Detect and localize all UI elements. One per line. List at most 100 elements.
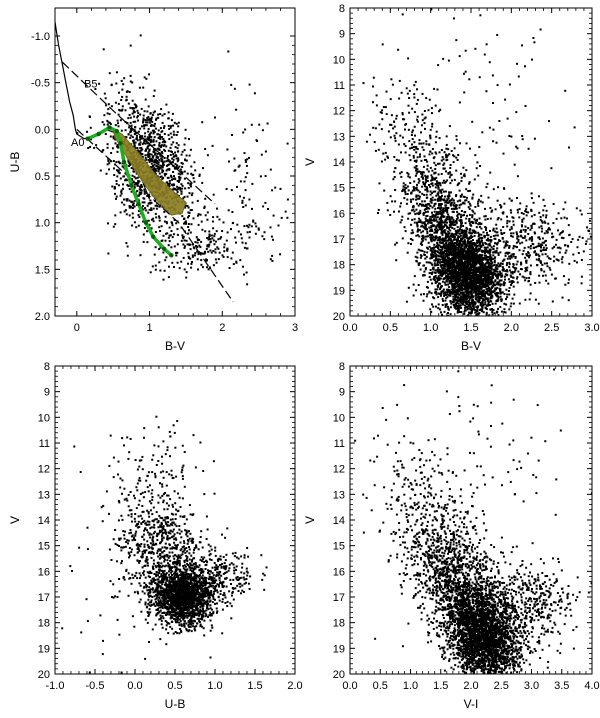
scatter-point [143,135,146,138]
scatter-point [117,102,120,105]
scatter-point [419,153,421,156]
scatter-point [149,125,152,127]
scatter-point [506,293,509,296]
scatter-point [480,268,483,271]
scatter-point [440,206,443,209]
scatter-point [442,209,445,212]
scatter-point [431,211,433,214]
x-tick-label: 2.0 [504,322,519,334]
scatter-point [454,206,457,209]
scatter-point [489,290,491,293]
scatter-point [136,176,139,179]
scatter-point [456,210,459,213]
scatter-point [143,227,146,229]
scatter-point [231,134,233,136]
scatter-point [439,226,442,229]
scatter-point [464,243,467,246]
plot-area [362,8,592,316]
scatter-point [175,142,178,145]
scatter-point [461,252,464,255]
scatter-point [462,268,465,271]
scatter-point [467,190,470,192]
scatter-point [444,265,447,268]
scatter-point [141,143,144,146]
scatter-point [170,230,173,232]
scatter-point [458,304,461,307]
scatter-point [436,231,438,234]
scatter-point [471,260,474,263]
scatter-point [458,219,461,222]
scatter-point [209,241,212,244]
scatter-point [482,311,485,314]
scatter-point [421,192,424,195]
scatter-point [166,232,169,235]
scatter-point [189,183,192,185]
scatter-point [158,205,161,208]
scatter-point [447,239,450,242]
scatter-point [465,266,468,268]
scatter-point [471,209,474,212]
scatter-point [438,218,441,221]
scatter-point [174,146,177,149]
scatter-point [429,166,432,169]
scatter-point [189,248,192,251]
scatter-point [443,295,446,297]
scatter-point [462,242,465,245]
scatter-point [503,282,506,284]
scatter-point [416,170,419,173]
scatter-point [504,311,507,314]
scatter-point [512,285,515,288]
scatter-point [430,107,433,110]
scatter-point [154,246,157,249]
scatter-point [173,155,176,158]
scatter-point [447,197,450,200]
scatter-point [143,127,146,130]
scatter-point [491,275,494,278]
scatter-point [453,267,456,270]
scatter-point [452,161,455,164]
scatter-point [452,273,455,276]
scatter-point [458,284,461,287]
scatter-point [277,224,280,227]
scatter-point [502,269,505,272]
scatter-point [176,131,179,134]
scatter-point [252,220,255,223]
scatter-point [116,144,119,147]
scatter-point [159,127,162,130]
scatter-point [446,275,449,278]
scatter-point [151,113,154,116]
scatter-point [156,205,159,208]
scatter-point [495,264,498,267]
scatter-point [492,268,495,271]
scatter-point [475,222,478,225]
scatter-point [465,188,468,191]
scatter-point [497,274,499,277]
scatter-point [183,239,186,242]
scatter-point [139,113,142,116]
scatter-point [404,191,407,193]
scatter-point [478,267,481,270]
scatter-point [449,247,452,250]
scatter-point [421,203,424,206]
scatter-point [176,251,179,254]
scatter-point [156,156,159,159]
scatter-point [235,261,238,264]
scatter-point [452,298,455,301]
y-tick-label: 16 [333,208,345,220]
scatter-point [133,130,136,132]
scatter-point [465,271,468,274]
scatter-point [442,264,445,267]
scatter-point [429,197,432,200]
scatter-point [107,103,110,106]
scatter-point [438,199,441,202]
scatter-point [480,265,483,268]
scatter-point [493,261,496,264]
scatter-point [416,188,418,191]
scatter-point [175,157,178,160]
scatter-point [451,246,454,249]
scatter-point [480,259,483,261]
scatter-point [455,301,458,304]
scatter-point [470,310,473,313]
scatter-point [413,187,415,190]
scatter-point [424,178,427,181]
